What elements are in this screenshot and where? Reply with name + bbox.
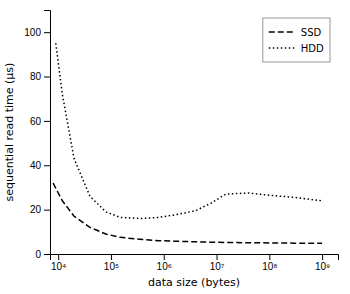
tick: 40 [30,160,50,171]
tick-label: 10⁸ [262,261,277,272]
legend-swatch [269,47,295,49]
tick-mark [44,210,50,211]
tick-label: 0 [35,249,41,260]
x-axis: 10⁴ 10⁵ 10⁶ 10⁷ 10⁸ 10⁹ [51,254,339,272]
tick-mark [58,254,59,260]
tick-label: 10⁷ [210,261,225,272]
tick-mark [44,254,50,255]
legend-swatch [269,31,295,33]
line [53,183,322,243]
y-axis: 0 20 40 60 80 100 [24,11,50,260]
tick-mark [44,32,50,33]
y-axis-title: sequential read time (μs) [3,63,16,202]
line [56,43,322,218]
tick-label: 60 [30,116,42,127]
tick: 0 [35,249,50,260]
legend-item: HDD [269,43,324,54]
axis-line [44,11,51,255]
tick: 80 [30,71,50,82]
tick-label: 10⁴ [51,261,66,272]
legend: SSD HDD [263,18,330,62]
legend-box [263,18,330,62]
tick-mark [217,254,218,260]
tick-label: 10⁵ [104,261,119,272]
tick-mark [322,254,323,260]
tick: 10⁷ [210,254,225,272]
tick: 10⁶ [157,254,172,272]
plot: 10⁴ 10⁵ 10⁶ 10⁷ 10⁸ 10⁹ 0 20 40 60 80 100 SSD HDD [24,11,338,273]
tick-label: 10⁶ [157,261,172,272]
tick-mark [269,254,270,260]
tick-label: 40 [30,160,42,171]
tick: 10⁸ [262,254,277,272]
tick-label: 10⁹ [315,261,330,272]
tick-label: 20 [30,204,42,215]
tick: 10⁵ [104,254,119,272]
tick: 60 [30,116,50,127]
tick-mark [44,77,50,78]
axis-line [51,255,339,261]
tick-mark [44,165,50,166]
tick-mark [111,254,112,260]
tick-mark [44,121,50,122]
tick: 10⁹ [315,254,330,272]
chart: 10⁴ 10⁵ 10⁶ 10⁷ 10⁸ 10⁹ 0 20 40 60 80 100 SSD HDD data… [0,0,350,294]
tick-label: 100 [24,27,41,38]
x-axis-title: data size (bytes) [148,276,240,289]
legend-item: SSD [269,27,322,38]
legend-label: HDD [301,43,324,54]
lines [53,43,322,243]
tick: 100 [24,27,50,38]
tick: 10⁴ [51,254,66,272]
tick: 20 [30,204,50,215]
tick-mark [164,254,165,260]
tick-label: 80 [30,71,42,82]
legend-label: SSD [301,27,322,38]
